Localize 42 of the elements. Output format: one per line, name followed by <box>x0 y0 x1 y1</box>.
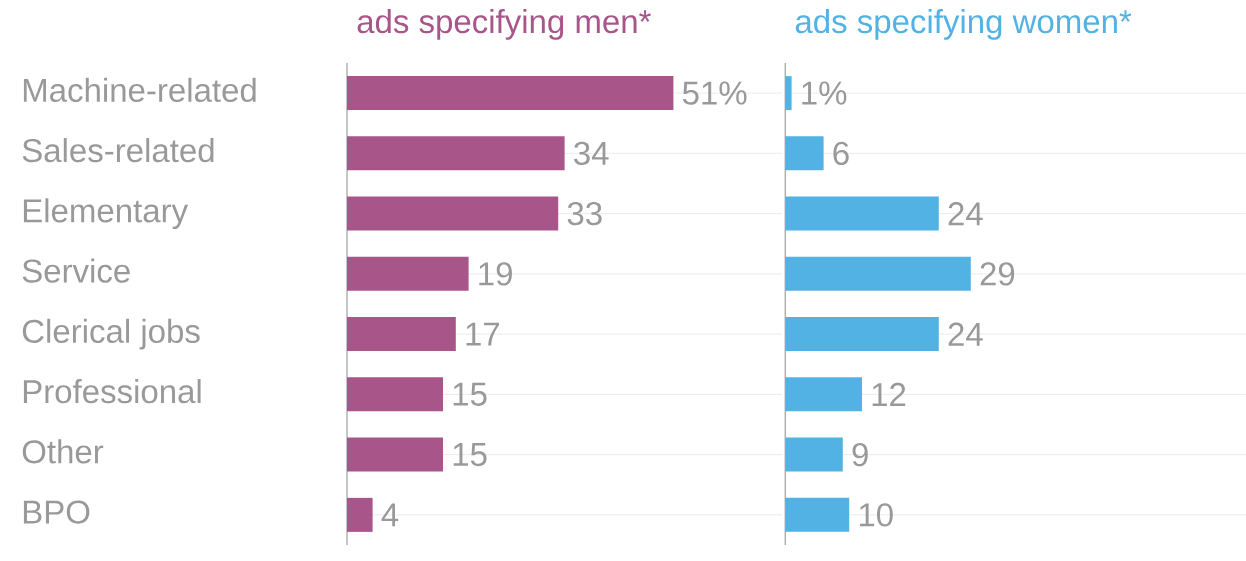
data-label: 9 <box>852 442 868 467</box>
bar <box>347 497 373 532</box>
data-label: 15 <box>453 382 487 406</box>
y-tick-label: Elementary <box>23 198 189 230</box>
bar <box>347 76 674 111</box>
y-tick-label: Other <box>22 439 104 464</box>
y-tick-label: Sales-related <box>22 138 214 163</box>
data-label: 15 <box>453 443 487 467</box>
y-tick-label: BPO <box>23 500 90 524</box>
bar <box>785 317 939 352</box>
data-label: 19 <box>479 262 512 286</box>
bar <box>347 317 456 352</box>
data-label: 1% <box>802 81 847 105</box>
bar <box>785 437 843 472</box>
data-label: 10 <box>859 503 893 527</box>
y-tick-label: Clerical jobs <box>22 318 200 350</box>
data-label: 33 <box>567 201 602 226</box>
bar <box>347 136 565 171</box>
bar <box>785 196 939 231</box>
y-tick-label: Professional <box>23 379 201 404</box>
data-label: 6 <box>833 141 849 166</box>
bar <box>347 256 469 291</box>
data-label: 34 <box>574 141 609 166</box>
data-label: 51% <box>682 81 747 105</box>
bar <box>347 196 559 231</box>
data-label: 24 <box>948 202 983 226</box>
y-tick-label: Machine-related <box>23 77 256 103</box>
y-tick-label: Service <box>22 258 130 283</box>
chart-title: ads specifying women* <box>795 9 1132 40</box>
bar <box>785 497 850 532</box>
bar <box>347 437 444 472</box>
data-label: 17 <box>466 322 500 346</box>
data-label: 4 <box>381 503 399 527</box>
bar <box>785 76 792 111</box>
bar <box>785 256 971 291</box>
chart-title: ads specifying men* <box>357 9 651 40</box>
data-label: 12 <box>872 382 906 406</box>
bar <box>785 136 824 171</box>
data-label: 29 <box>980 262 1015 286</box>
data-label: 24 <box>948 322 983 346</box>
bar <box>785 377 862 412</box>
bar <box>347 377 444 412</box>
